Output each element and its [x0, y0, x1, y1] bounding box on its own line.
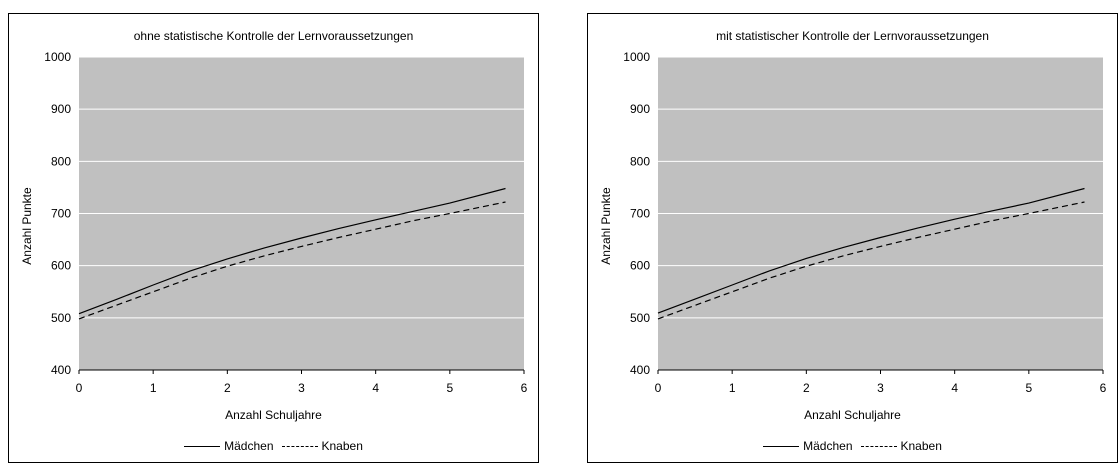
chart-panel-right: mit statistischer Kontrolle der Lernvora… — [587, 13, 1118, 463]
chart-svg: 400 500 600 700 800 900 1000 0 1 2 3 4 5 6 — [44, 50, 528, 395]
y-tick-label: 800 — [51, 154, 71, 168]
y-tick-label: 500 — [51, 311, 71, 325]
series-line-knaben — [657, 201, 1085, 320]
legend-swatch-solid — [763, 445, 800, 447]
y-tick-label: 800 — [630, 154, 650, 168]
y-tick-label: 600 — [51, 259, 71, 273]
legend-label: Mädchen — [803, 439, 853, 453]
y-tick-label: 600 — [630, 259, 650, 273]
legend: Mädchen Knaben — [588, 439, 1117, 453]
x-tick-label: 2 — [224, 381, 231, 395]
x-tick-label: 4 — [951, 381, 958, 395]
legend: Mädchen Knaben — [9, 439, 538, 453]
chart-panel-left: ohne statistische Kontrolle der Lernvora… — [8, 13, 539, 463]
chart-svg: 400 500 600 700 800 900 1000 0 1 2 3 4 5 6 — [623, 50, 1107, 395]
x-tick-label: 0 — [76, 381, 83, 395]
x-tick-label: 5 — [446, 381, 453, 395]
legend-swatch-solid — [184, 445, 221, 447]
series-line-maedchen — [657, 187, 1085, 314]
x-tick-label: 1 — [150, 381, 157, 395]
chart-title: mit statistischer Kontrolle der Lernvora… — [716, 29, 989, 43]
y-tick-label: 700 — [51, 207, 71, 221]
y-tick-label: 1000 — [44, 50, 71, 64]
y-tick-label: 900 — [630, 102, 650, 116]
legend-swatch-dashed — [281, 445, 318, 447]
y-tick-label: 500 — [630, 311, 650, 325]
x-axis-label: Anzahl Schuljahre — [225, 408, 322, 422]
legend-swatch-dashed — [860, 445, 897, 447]
x-tick-label: 6 — [521, 381, 528, 395]
series-line-maedchen — [78, 187, 506, 315]
x-tick-label: 5 — [1025, 381, 1032, 395]
x-tick-label: 2 — [803, 381, 810, 395]
x-tick-label: 3 — [298, 381, 305, 395]
x-axis-label: Anzahl Schuljahre — [804, 408, 901, 422]
x-tick-label: 1 — [729, 381, 736, 395]
x-tick-label: 0 — [655, 381, 662, 395]
y-tick-label: 400 — [630, 363, 650, 377]
x-tick-label: 3 — [877, 381, 884, 395]
y-tick-label: 900 — [51, 102, 71, 116]
chart-title: ohne statistische Kontrolle der Lernvora… — [133, 29, 414, 43]
y-tick-label: 400 — [51, 363, 71, 377]
y-tick-label: 1000 — [623, 50, 650, 64]
legend-label: Mädchen — [224, 439, 274, 453]
legend-label: Knaben — [900, 439, 942, 453]
x-tick-label: 6 — [1100, 381, 1107, 395]
x-tick-label: 4 — [372, 381, 379, 395]
series-line-knaben — [78, 201, 506, 320]
y-tick-label: 700 — [630, 207, 650, 221]
legend-label: Knaben — [321, 439, 363, 453]
